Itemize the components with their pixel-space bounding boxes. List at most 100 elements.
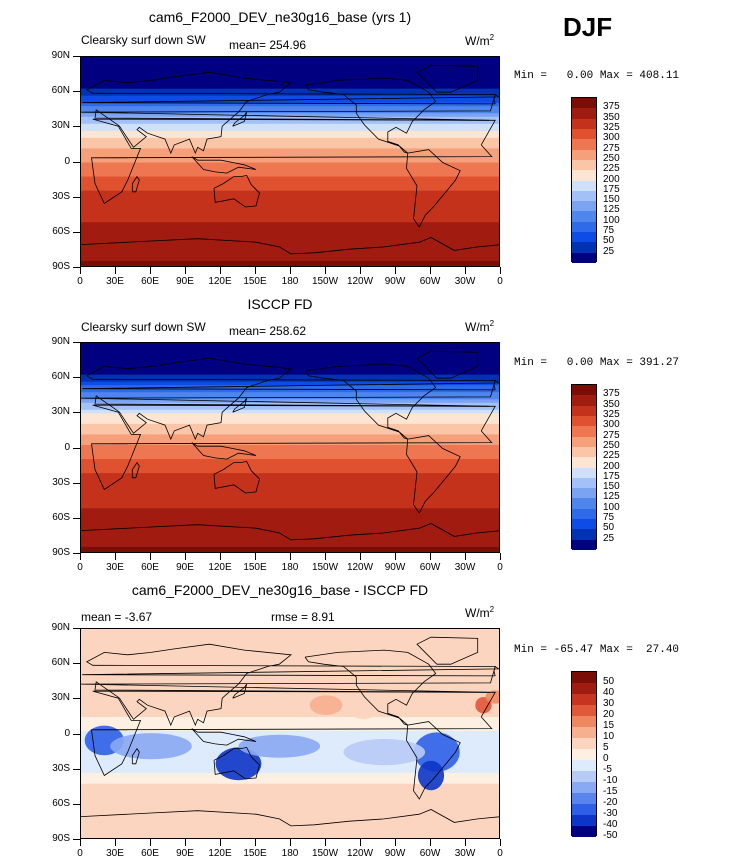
colorbar-swatch <box>572 782 596 793</box>
colorbar <box>571 671 597 837</box>
lat-tick <box>73 768 80 770</box>
contour-band <box>81 508 499 513</box>
contour-band <box>81 71 499 76</box>
lon-tick <box>150 839 151 846</box>
lon-tick <box>465 553 466 560</box>
contour-band <box>81 511 499 516</box>
lon-tick-label: 90E <box>176 276 194 287</box>
colorbar-label: 30 <box>603 698 615 709</box>
lon-tick <box>290 553 291 560</box>
colorbar-swatch <box>572 426 596 437</box>
colorbar-swatch <box>572 201 596 212</box>
colorbar-label: 50 <box>603 522 615 534</box>
colorbar-label: -15 <box>603 786 618 797</box>
contour-band <box>81 85 499 90</box>
contour-band <box>81 497 499 502</box>
coastline <box>82 379 499 391</box>
lat-tick-label: 60N <box>51 371 70 383</box>
contour-band <box>81 427 499 432</box>
contour-band <box>81 134 499 139</box>
colorbar-label: 0 <box>603 753 609 764</box>
colorbar-label: 50 <box>603 235 615 247</box>
lon-tick-label: 90W <box>384 562 406 573</box>
colorbar-swatch <box>572 405 596 416</box>
contour-band <box>81 832 499 838</box>
contour-band <box>81 804 499 809</box>
panel-title: cam6_F2000_DEV_ne30g16_base - ISCCP FD <box>131 582 429 598</box>
coastline <box>91 690 496 777</box>
colorbar-swatch <box>572 804 596 815</box>
colorbar-swatch <box>572 716 596 727</box>
lon-tick-label: 0 <box>497 276 503 287</box>
lon-tick-label: 30E <box>106 562 124 573</box>
panel-title: ISCCP FD <box>247 296 313 312</box>
contour-band <box>81 346 499 351</box>
contour-band <box>81 144 499 150</box>
lon-tick-label: 30W <box>454 848 476 859</box>
contour-band <box>81 515 499 520</box>
lon-tick-label: 120W <box>346 848 374 859</box>
lon-tick <box>80 553 81 560</box>
lat-tick-label: 30N <box>51 406 70 418</box>
lon-tick-label: 0 <box>497 848 503 859</box>
coastline <box>81 357 496 441</box>
lon-tick-label: 60E <box>141 562 159 573</box>
lon-tick <box>115 553 116 560</box>
contour-band <box>81 364 499 369</box>
contour-band <box>81 650 499 655</box>
lat-tick-label: 60N <box>51 85 70 97</box>
contour-band <box>81 392 499 397</box>
min-max-label: Min = 0.00 Max = 391.27 <box>514 357 680 369</box>
lon-tick <box>500 839 501 846</box>
contour-band <box>81 225 499 230</box>
lon-tick-label: 180 <box>281 562 299 573</box>
lon-tick-label: 120W <box>346 562 374 573</box>
contour-band <box>81 183 499 188</box>
colorbar-swatch <box>572 98 596 109</box>
coastline <box>406 149 461 228</box>
coastline <box>131 461 140 479</box>
contour-band <box>81 360 499 365</box>
contour-band <box>81 102 499 107</box>
lon-tick <box>290 267 291 274</box>
colorbar-swatch <box>572 415 596 427</box>
colorbar-label: 150 <box>603 481 620 493</box>
lon-tick <box>255 839 256 846</box>
contour-band <box>81 543 499 548</box>
coastline <box>91 404 496 491</box>
colorbar-label: 350 <box>603 111 620 123</box>
contour-band <box>81 239 499 244</box>
colorbar-label: 10 <box>603 731 615 742</box>
colorbar-swatch <box>572 467 596 478</box>
contour-band <box>81 120 499 125</box>
colorbar-label: 100 <box>603 214 620 226</box>
panel-title: cam6_F2000_DEV_ne30g16_base (yrs 1) <box>148 9 412 25</box>
units-label: W/m2 <box>465 33 495 48</box>
colorbar-swatch <box>572 815 596 826</box>
coastline <box>416 64 479 93</box>
contour-band <box>81 808 499 813</box>
contour-band <box>81 829 499 834</box>
contour-band <box>81 713 499 718</box>
contour-band <box>81 716 499 722</box>
colorbar-swatch <box>572 529 596 540</box>
lon-tick-label: 180 <box>281 276 299 287</box>
lon-tick <box>395 553 396 560</box>
contour-band <box>81 501 499 506</box>
colorbar-label: 125 <box>603 204 620 216</box>
contour-band <box>81 730 499 736</box>
lat-tick <box>73 267 80 268</box>
colorbar-label: 225 <box>603 163 620 175</box>
colorbar-label: 5 <box>603 742 609 753</box>
contour-band <box>81 762 499 767</box>
lat-tick <box>73 161 80 163</box>
colorbar <box>571 97 597 263</box>
contour-band <box>81 204 499 209</box>
coastline <box>191 728 257 746</box>
lat-tick-label: 90S <box>52 833 70 844</box>
contour-band <box>81 769 499 774</box>
coastline <box>213 174 260 208</box>
lon-tick <box>500 267 501 274</box>
contour-band <box>81 766 499 771</box>
lon-tick <box>255 553 256 560</box>
